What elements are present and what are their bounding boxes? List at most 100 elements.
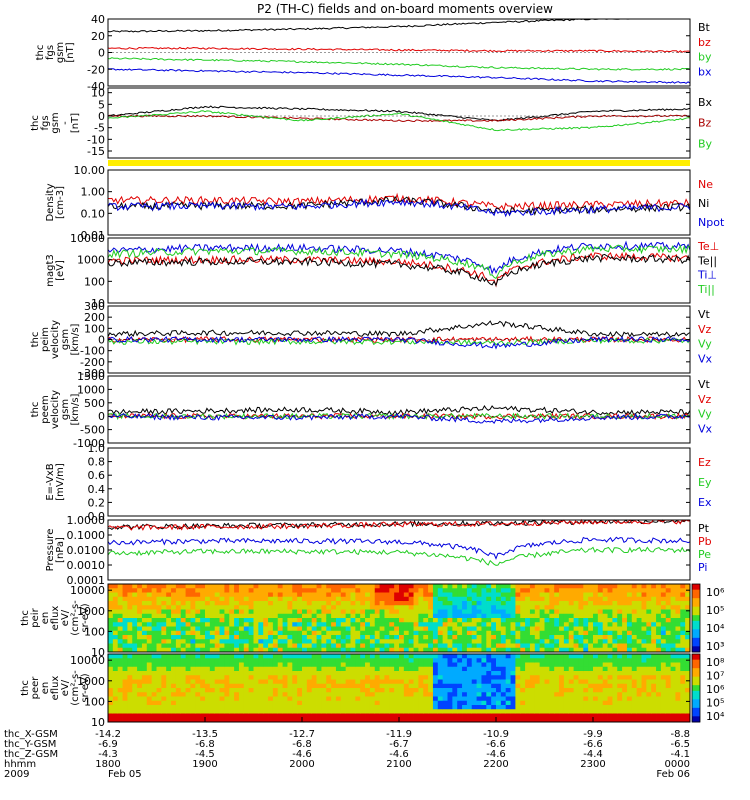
spectrogram-cell [122,601,128,606]
spectrogram-cell [447,630,453,636]
spectrogram-cell [243,658,250,663]
spectrogram-cell [626,635,633,640]
spectrogram-cell [331,609,337,615]
spectrogram-cell [122,635,128,640]
spectrogram-cell [525,688,531,693]
spectrogram-cell [112,639,119,644]
spectrogram-cell [520,700,526,706]
colorbar-step [692,690,700,695]
spectrogram-cell [457,626,463,632]
spectrogram-cell [432,700,439,706]
spectrogram-cell [205,675,211,680]
spectrogram-cell [248,584,254,589]
spectrogram-cell [263,654,269,659]
spectrogram-cell [214,654,220,659]
spectrogram-cell [326,643,332,649]
spectrogram-cell [263,658,269,663]
spectrogram-cell [423,588,429,593]
spectrogram-cell [432,609,439,615]
spectrogram-cell [180,592,186,598]
spectrogram-cell [496,639,502,644]
spectrogram-cell [583,643,589,649]
spectrogram-cell [670,675,676,680]
spectrogram-cell [287,605,293,610]
spectrogram-cell [394,696,400,702]
spectrogram-cell [505,609,511,615]
spectrogram-cell [112,666,119,672]
spectrogram-cell [389,713,395,719]
spectrogram-cell [219,671,225,676]
spectrogram-cell [442,683,448,689]
spectrogram-cell [331,692,337,697]
spectrogram-cell [583,688,589,693]
spectrogram-cell [588,630,594,636]
spectrogram-cell [593,692,599,697]
spectrogram-cell [408,647,414,653]
spectrogram-cell [602,717,608,723]
spectrogram-cell [171,630,177,636]
spectrogram-cell [476,666,482,672]
spectrogram-cell [500,630,507,636]
spectrogram-cell [146,717,153,723]
spectrogram-cell [253,592,259,598]
spectrogram-cell [597,700,604,706]
spectrogram-cell [651,622,657,627]
spectrogram-cell [428,662,434,668]
colorbar-step [692,719,700,723]
spectrogram-cell [268,700,274,706]
spectrogram-cell [534,609,541,615]
spectrogram-cell [597,662,604,668]
spectrogram-cell [568,709,574,714]
spectrogram-cell [234,630,240,636]
spectrogram-cell [544,605,550,610]
spectrogram-cell [306,601,313,606]
spectrogram-cell [423,671,429,676]
spectrogram-cell [302,584,308,589]
spectrogram-cell [665,705,671,710]
spectrogram-cell [171,709,177,714]
spectrogram-cell [360,692,366,697]
spectrogram-cell [243,643,250,649]
spectrogram-cell [651,601,657,606]
spectrogram-cell [229,622,235,627]
spectrogram-cell [209,709,216,714]
spectrogram-cell [607,588,613,593]
spectrogram-cell [544,709,550,714]
spectrogram-cell [476,709,482,714]
spectrogram-cell [175,630,182,636]
spectrogram-cell [457,658,463,663]
spectrogram-cell [263,705,269,710]
spectrogram-cell [282,692,288,697]
spectrogram-cell [297,705,303,710]
spectrogram-cell [350,671,356,676]
spectrogram-cell [379,683,385,689]
spectrogram-cell [471,700,477,706]
spectrogram-cell [602,622,608,627]
spectrogram-cell [268,630,274,636]
spectrogram-cell [583,717,589,723]
spectrogram-cell [622,709,628,714]
spectrogram-cell [665,588,671,593]
spectrogram-cell [428,658,434,663]
spectrogram-cell [331,592,337,598]
spectrogram-cell [205,596,211,602]
spectrogram-cell [675,613,681,619]
spectrogram-cell [617,654,623,659]
spectrogram-cell [171,618,177,623]
spectrogram-cell [316,584,322,589]
spectrogram-cell [403,696,410,702]
spectrogram-cell [476,618,482,623]
spectrogram-cell [544,635,550,640]
spectrogram-cell [200,658,206,663]
spectrogram-cell [345,626,351,632]
y-tick-label: 0.0100 [67,544,106,557]
spectrogram-cell [302,709,308,714]
spectrogram-cell [602,683,608,689]
spectrogram-cell [321,713,327,719]
spectrogram-cell [209,639,216,644]
spectrogram-cell [302,635,308,640]
spectrogram-cell [418,601,424,606]
spectrogram-cell [597,671,604,676]
spectrogram-cell [175,643,182,649]
x-table-cell-time: 1900 [192,759,217,770]
